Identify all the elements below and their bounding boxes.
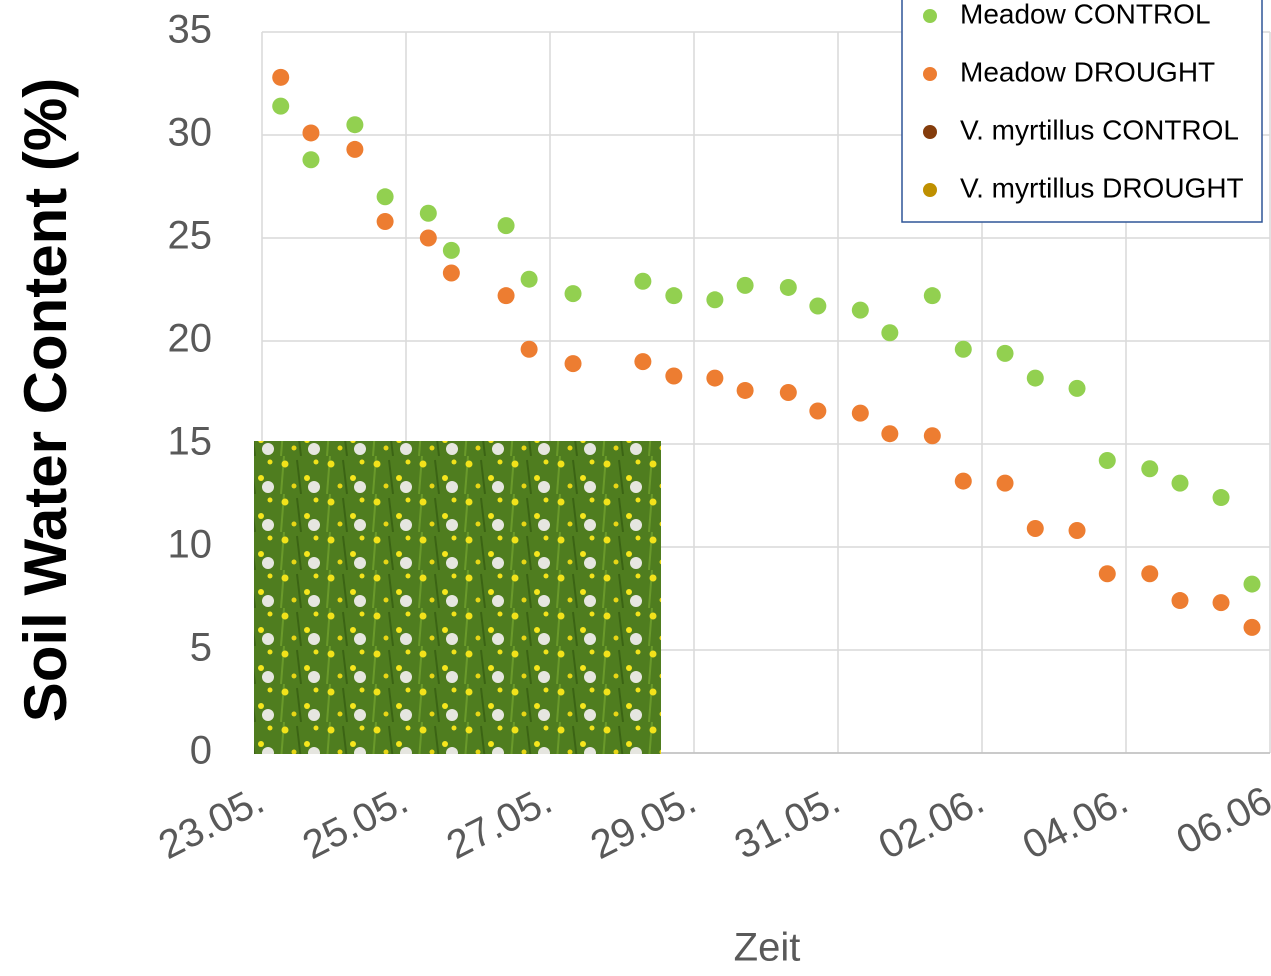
point	[1172, 592, 1189, 609]
point	[924, 427, 941, 444]
x-tick-label: 31.05.	[728, 778, 847, 868]
point	[521, 271, 538, 288]
y-tick-label: 0	[190, 729, 212, 773]
point	[498, 287, 515, 304]
legend-marker	[923, 9, 937, 23]
point	[706, 291, 723, 308]
meadow-photo	[254, 441, 661, 754]
point	[955, 341, 972, 358]
point	[302, 124, 319, 141]
point	[1141, 565, 1158, 582]
y-tick-label: 25	[168, 214, 213, 258]
point	[881, 425, 898, 442]
point	[443, 242, 460, 259]
point	[634, 273, 651, 290]
legend-label: Meadow DROUGHT	[960, 56, 1215, 87]
x-tick-label: 23.05.	[152, 778, 271, 868]
point	[377, 213, 394, 230]
x-tick-label: 25.05.	[296, 778, 415, 868]
point	[852, 405, 869, 422]
x-tick-label: 02.06.	[872, 778, 991, 868]
x-tick-label: 27.05.	[440, 778, 559, 868]
x-axis-label: Zeit	[734, 926, 801, 970]
point	[377, 188, 394, 205]
point	[1069, 522, 1086, 539]
point	[1244, 619, 1261, 636]
point	[420, 230, 437, 247]
point	[521, 341, 538, 358]
point	[809, 297, 826, 314]
point	[665, 368, 682, 385]
point	[1244, 576, 1261, 593]
y-tick-label: 20	[168, 317, 213, 361]
point	[1069, 380, 1086, 397]
legend-marker	[923, 67, 937, 81]
y-axis-label: Soil Water Content (%)	[12, 78, 79, 722]
point	[1099, 565, 1116, 582]
point	[272, 98, 289, 115]
point	[955, 473, 972, 490]
y-tick-label: 30	[168, 111, 213, 155]
point	[924, 287, 941, 304]
point	[1213, 594, 1230, 611]
point	[852, 302, 869, 319]
point	[737, 382, 754, 399]
point	[1141, 460, 1158, 477]
y-tick-label: 5	[190, 626, 212, 670]
point	[997, 475, 1014, 492]
legend-label: V. myrtillus CONTROL	[960, 114, 1239, 145]
x-tick-label: 06.06	[1170, 778, 1271, 863]
point	[706, 370, 723, 387]
legend-marker	[923, 125, 937, 139]
point	[881, 324, 898, 341]
point	[1213, 489, 1230, 506]
point	[1027, 520, 1044, 537]
point	[420, 205, 437, 222]
point	[272, 69, 289, 86]
point	[634, 353, 651, 370]
point	[997, 345, 1014, 362]
x-tick-label: 29.05.	[584, 778, 703, 868]
legend-marker	[923, 183, 937, 197]
point	[809, 403, 826, 420]
y-tick-label: 15	[168, 420, 213, 464]
point	[443, 265, 460, 282]
point	[498, 217, 515, 234]
point	[1172, 475, 1189, 492]
x-tick-label: 04.06.	[1016, 778, 1135, 868]
point	[346, 141, 363, 158]
point	[565, 285, 582, 302]
point	[346, 116, 363, 133]
point	[302, 151, 319, 168]
point	[737, 277, 754, 294]
legend-label: Meadow CONTROL	[960, 0, 1211, 29]
point	[780, 384, 797, 401]
point	[1099, 452, 1116, 469]
chart: Soil Water Content (%) Zeit 0 5 10 15 20 25 30…	[0, 0, 1271, 976]
point	[565, 355, 582, 372]
point	[665, 287, 682, 304]
point	[780, 279, 797, 296]
y-tick-label: 35	[168, 8, 213, 52]
y-tick-label: 10	[168, 523, 213, 567]
legend-label: V. myrtillus DROUGHT	[960, 172, 1244, 203]
point	[1027, 370, 1044, 387]
